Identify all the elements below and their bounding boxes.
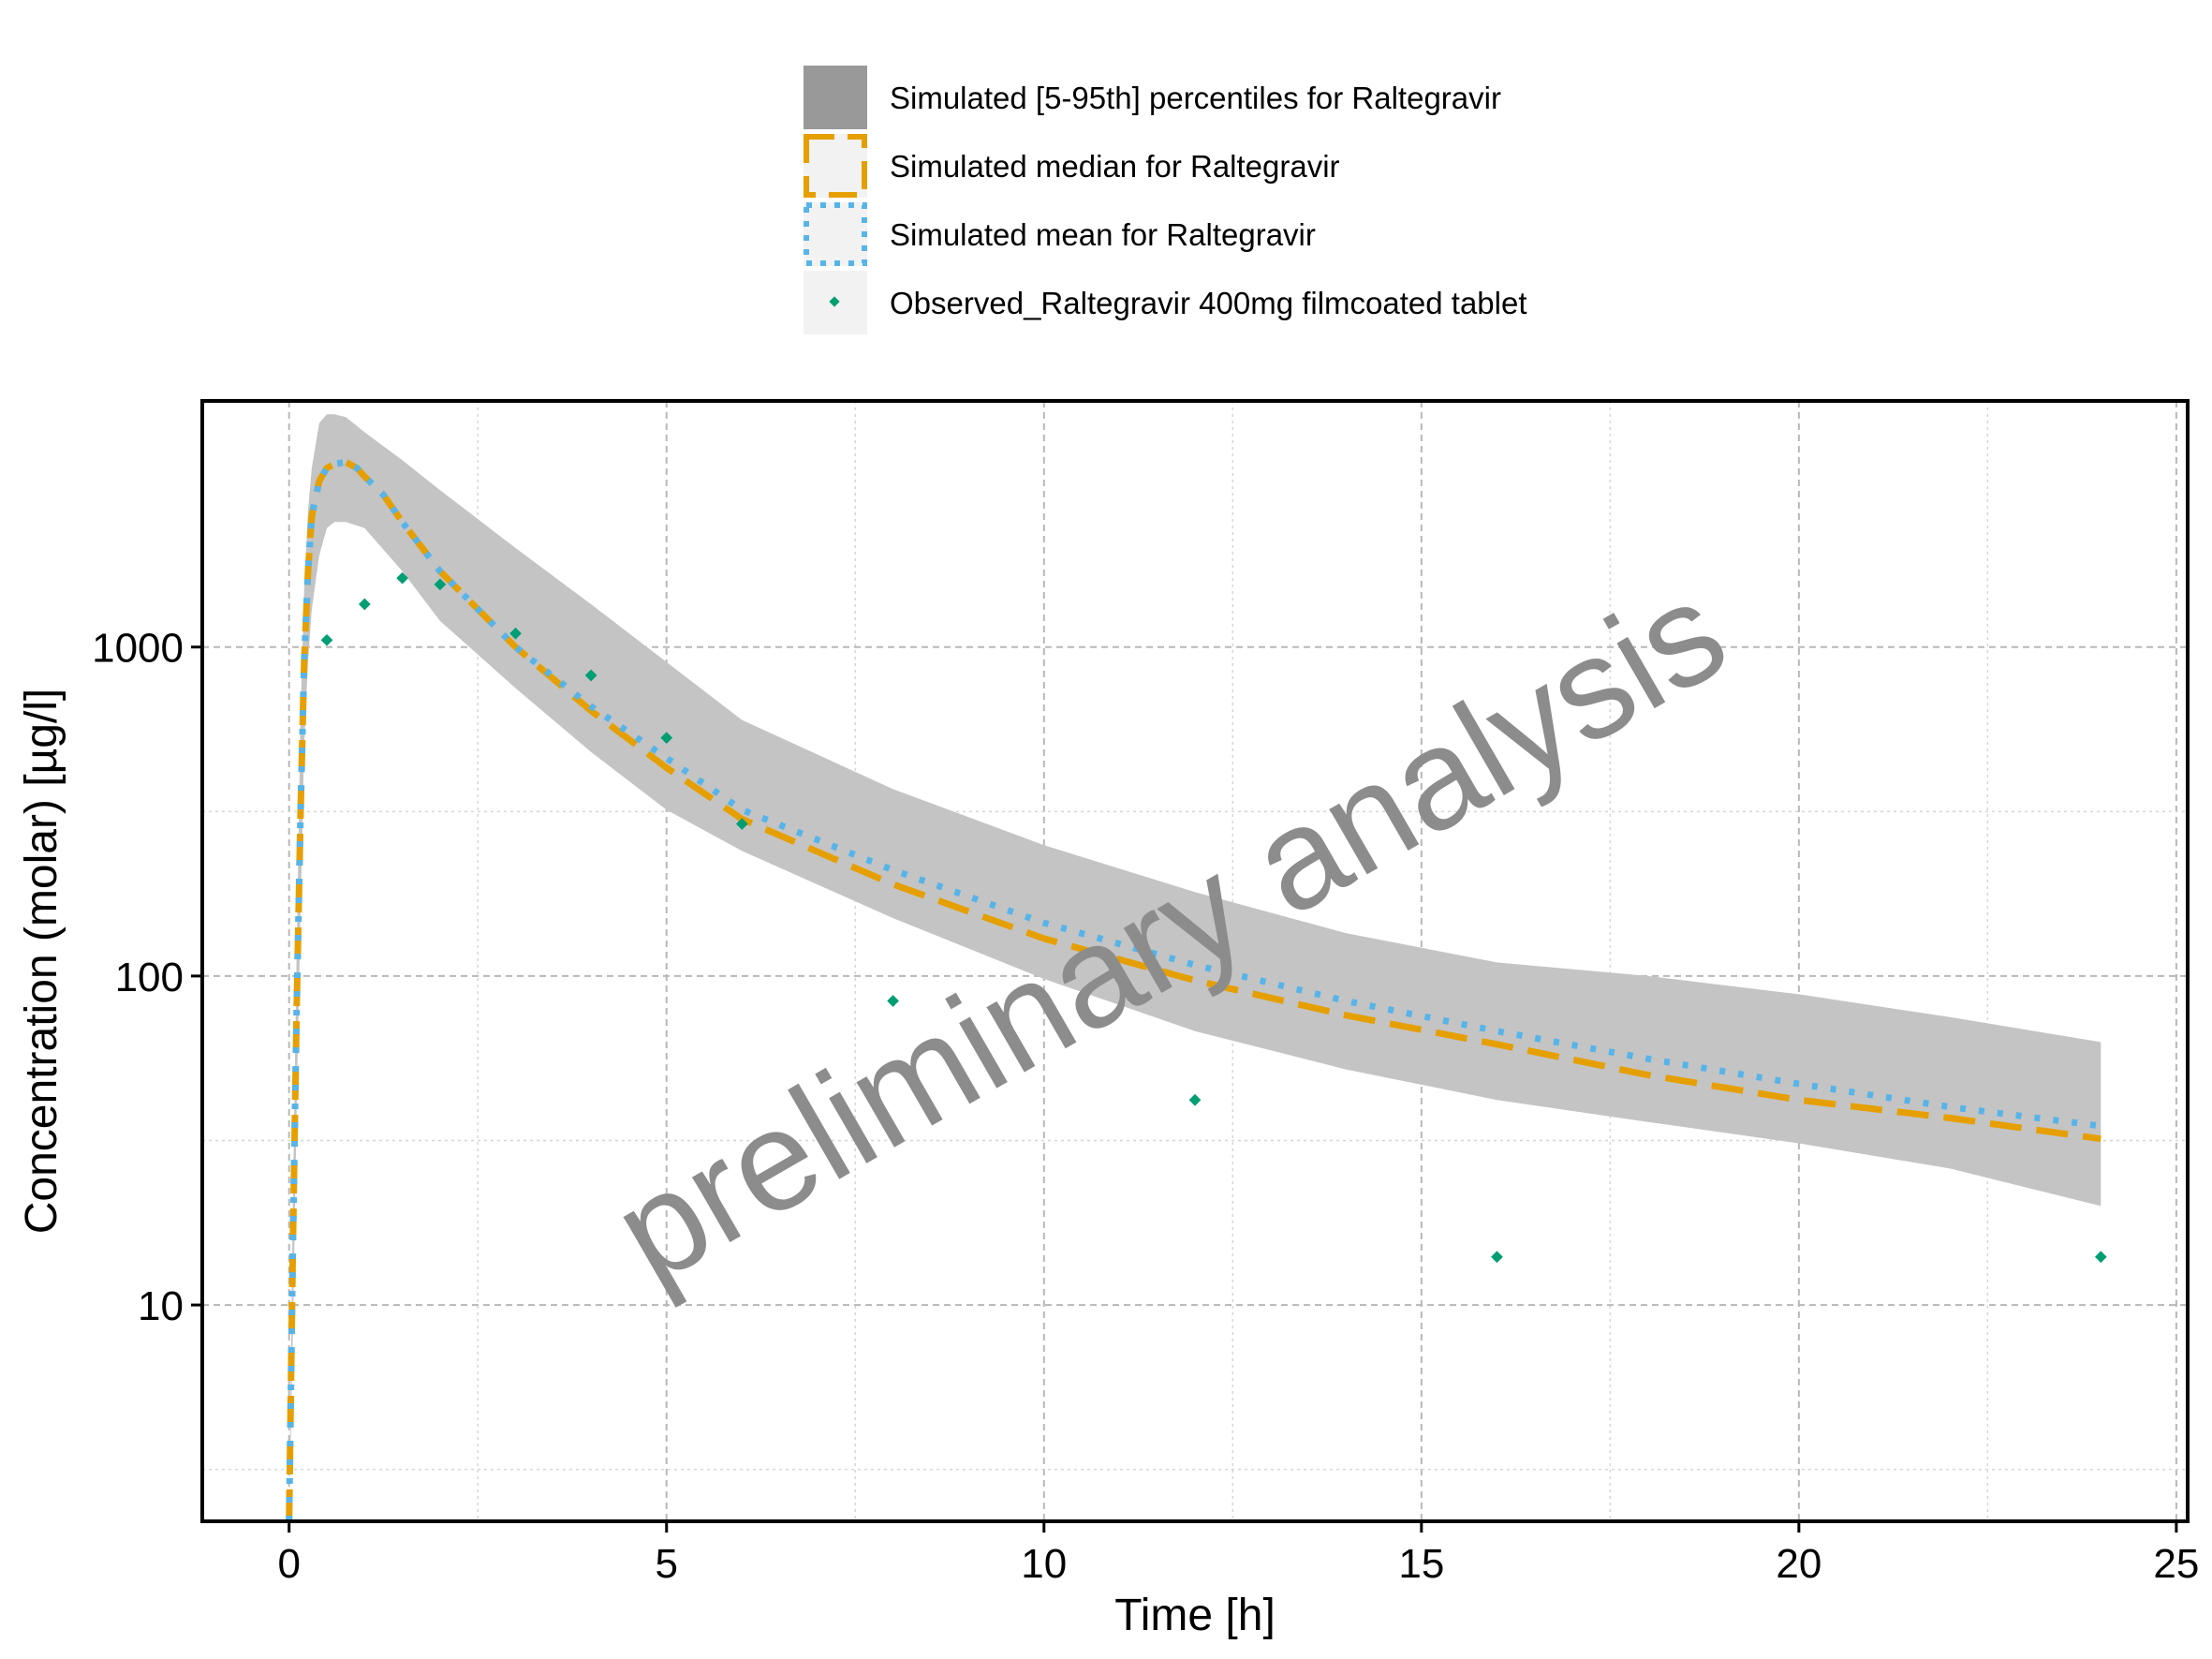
legend-key-mean-bg bbox=[804, 202, 867, 266]
percentile-band bbox=[288, 414, 2101, 1521]
legend-key-observed bbox=[829, 296, 840, 307]
observed-point bbox=[2094, 1251, 2107, 1264]
observed-point bbox=[1491, 1251, 1503, 1264]
legend-label-band: Simulated [5-95th] percentiles for Ralte… bbox=[890, 81, 1501, 115]
observed-point bbox=[358, 598, 371, 611]
x-tick-label: 20 bbox=[1776, 1541, 1821, 1587]
x-tick-label: 0 bbox=[277, 1541, 300, 1587]
legend-key-band bbox=[804, 66, 867, 129]
legend-key-mean bbox=[804, 202, 867, 266]
observed-point bbox=[396, 571, 408, 585]
y-tick-label: 100 bbox=[115, 955, 184, 1000]
x-tick-label: 10 bbox=[1021, 1541, 1067, 1587]
x-tick-label: 5 bbox=[655, 1541, 677, 1587]
legend: Simulated [5-95th] percentiles for Ralte… bbox=[804, 66, 1527, 334]
mean-line bbox=[286, 458, 2101, 1522]
observed-point bbox=[1188, 1093, 1202, 1106]
observed-point bbox=[509, 627, 522, 640]
y-tick-label: 1000 bbox=[92, 626, 184, 672]
legend-item-mean: Simulated mean for Raltegravir bbox=[804, 202, 1316, 266]
legend-label-mean: Simulated mean for Raltegravir bbox=[890, 217, 1316, 252]
observed-point bbox=[735, 818, 748, 830]
observed-point bbox=[434, 578, 447, 591]
y-axis-title: Concentration (molar) [µg/l] bbox=[17, 689, 66, 1235]
plot-panel: preliminary analysis bbox=[200, 399, 2190, 1523]
legend-item-band: Simulated [5-95th] percentiles for Ralte… bbox=[804, 66, 1501, 129]
observed-point bbox=[660, 732, 673, 744]
x-tick-label: 25 bbox=[2153, 1541, 2199, 1587]
x-tick-label: 15 bbox=[1398, 1541, 1444, 1587]
y-tick-label: 10 bbox=[138, 1283, 184, 1329]
legend-key-median-bg bbox=[804, 134, 867, 198]
legend-item-median: Simulated median for Raltegravir bbox=[804, 134, 1340, 198]
legend-item-observed: Observed_Raltegravir 400mg filmcoated ta… bbox=[804, 271, 1527, 334]
observed-point bbox=[584, 669, 597, 682]
y-axis: 10 100 1000 bbox=[92, 626, 202, 1329]
series-lines bbox=[286, 458, 2101, 1522]
panel-border bbox=[200, 399, 2190, 1523]
x-axis: 0 5 10 15 20 25 bbox=[277, 1521, 2199, 1587]
legend-key-median bbox=[804, 134, 867, 198]
percentile-band-area bbox=[288, 414, 2101, 1521]
x-axis-title: Time [h] bbox=[1114, 1591, 1276, 1640]
legend-label-median: Simulated median for Raltegravir bbox=[890, 149, 1340, 184]
observed-point bbox=[320, 633, 333, 646]
legend-label-observed: Observed_Raltegravir 400mg filmcoated ta… bbox=[890, 286, 1527, 320]
